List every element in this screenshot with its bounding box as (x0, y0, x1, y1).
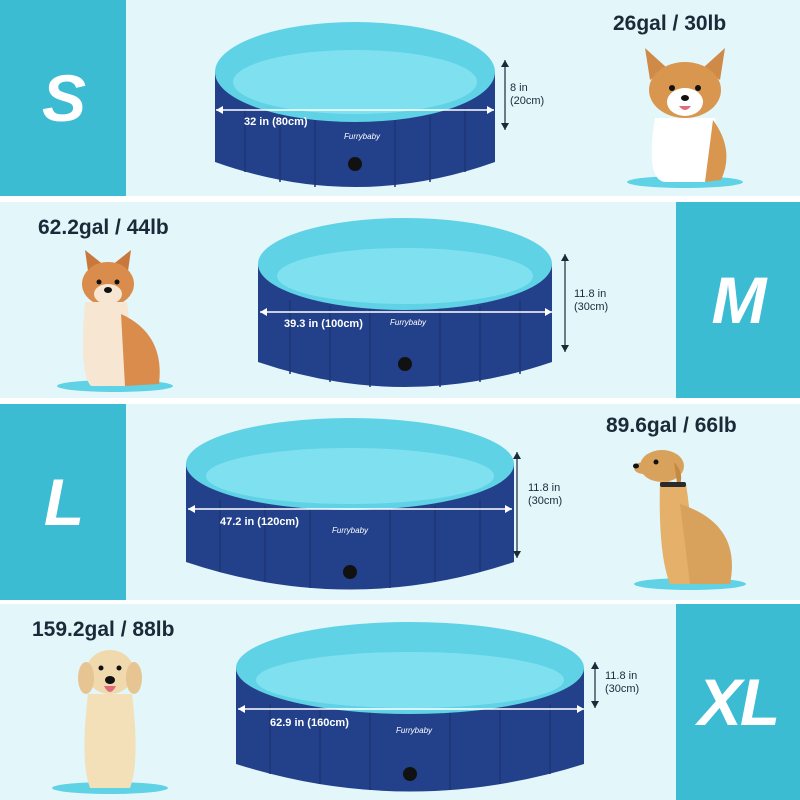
diameter-label: 32 in (80cm) (244, 116, 308, 128)
height-arrow (561, 254, 569, 352)
size-badge-l: L (0, 404, 126, 600)
size-label: M (711, 263, 767, 337)
brand-logo: Furrybaby (344, 132, 381, 141)
height-label-cm: (30cm) (574, 301, 609, 313)
diameter-label: 39.3 in (100cm) (284, 318, 363, 330)
golden-retriever-icon (633, 450, 746, 590)
brand-logo: Furrybaby (390, 318, 427, 327)
capacity-label: 159.2gal / 88lb (32, 618, 175, 641)
diameter-arrow (188, 505, 512, 513)
capacity-label: 26gal / 30lb (613, 12, 727, 35)
height-label-in: 11.8 in (528, 482, 561, 494)
pool-s-image (215, 22, 495, 187)
size-label: L (43, 465, 84, 539)
brand-logo: Furrybaby (396, 726, 433, 735)
size-badge-s: S (0, 0, 126, 196)
diameter-arrow (238, 705, 584, 713)
height-arrow (513, 452, 521, 558)
brand-logo: Furrybaby (332, 526, 369, 535)
pool-xl-image (236, 622, 584, 792)
size-row-l: L Furrybaby 47.2 in (120cm) 11.8 in (30c… (0, 404, 800, 600)
size-badge-m: M (676, 202, 800, 398)
capacity-label: 89.6gal / 66lb (606, 414, 737, 437)
shiba-inu-icon (57, 250, 173, 392)
diameter-label: 47.2 in (120cm) (220, 516, 299, 528)
pool-m-image (258, 218, 552, 387)
labrador-icon (52, 650, 168, 794)
size-label: XL (697, 665, 780, 739)
pool-l-image (186, 418, 514, 590)
size-badge-xl: XL (676, 604, 800, 800)
capacity-label: 62.2gal / 44lb (38, 216, 169, 239)
height-label-in: 8 in (510, 82, 528, 94)
height-label-cm: (30cm) (528, 495, 563, 507)
size-row-m: M 62.2gal / 44lb Furrybaby (0, 202, 800, 398)
size-row-s: S Furrybaby 32 in (80cm) 8 in (20cm) 26g… (0, 0, 800, 196)
height-arrow (591, 662, 599, 708)
height-label-cm: (20cm) (510, 95, 545, 107)
size-label: S (41, 61, 86, 135)
diameter-arrow (216, 106, 494, 114)
height-label-in: 11.8 in (605, 670, 638, 682)
size-row-xl: XL 159.2gal / 88lb Furrybaby (0, 604, 800, 800)
diameter-label: 62.9 in (160cm) (270, 717, 349, 729)
diameter-arrow (260, 308, 552, 316)
height-label-cm: (30cm) (605, 683, 640, 695)
height-label-in: 11.8 in (574, 288, 607, 300)
height-arrow (501, 60, 509, 130)
corgi-icon (627, 48, 743, 188)
